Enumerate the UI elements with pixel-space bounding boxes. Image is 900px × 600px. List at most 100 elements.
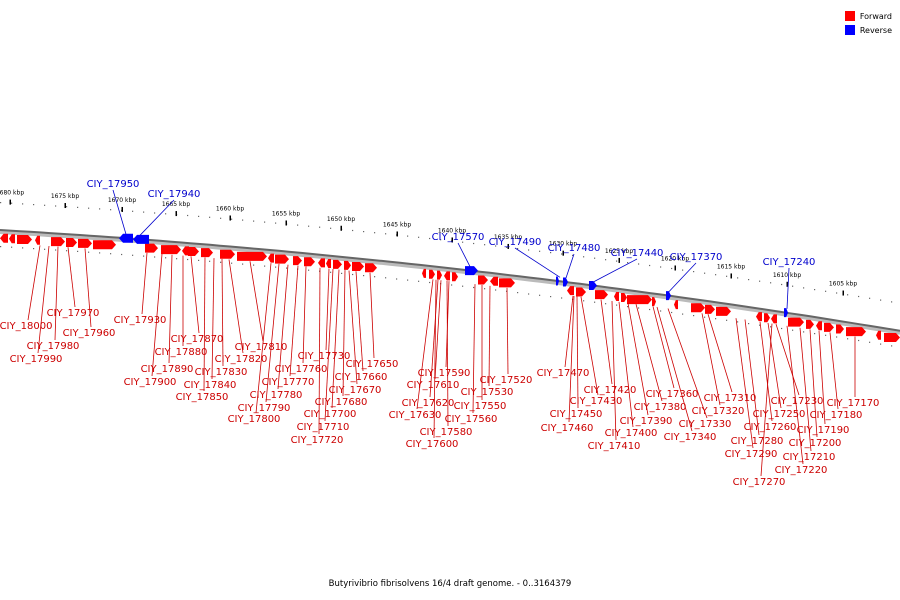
scale-dot (682, 269, 684, 271)
scale-dot (22, 247, 24, 249)
scale-dot (539, 250, 541, 252)
scale-dot (836, 336, 838, 338)
scale-dot (33, 204, 35, 206)
tick-label: 1645 kbp (383, 221, 411, 228)
gene-label-forward: CIY_17320 (692, 406, 745, 417)
scale-dot (693, 271, 695, 273)
scale-dot (858, 295, 860, 298)
genome-caption: Butyrivibrio fibrisolvens 16/4 draft gen… (328, 579, 572, 589)
scale-dot (770, 282, 772, 284)
scale-dot (869, 341, 871, 343)
scale-dot (627, 306, 629, 308)
forward-gene (35, 235, 40, 245)
gene-label-forward: CIY_17250 (753, 409, 806, 420)
forward-gene (333, 259, 342, 269)
leader-line (576, 296, 579, 409)
gene-label-forward: CIY_17390 (620, 416, 673, 427)
scale-dot (275, 266, 277, 268)
legend-item-forward: Forward (844, 9, 892, 23)
scale-dot (726, 275, 728, 277)
leader-line (433, 279, 437, 439)
forward-gene (268, 253, 274, 263)
forward-gene (499, 278, 515, 288)
scale-dot (550, 252, 552, 254)
tick-label: 1610 kbp (773, 272, 801, 279)
leader-line (302, 266, 307, 364)
scale-dot (605, 259, 607, 261)
gene-label-forward: CIY_17980 (27, 341, 80, 352)
scale-dot (550, 296, 552, 298)
scale-dot (803, 287, 805, 289)
scale-dot (308, 225, 310, 227)
scale-tick (786, 281, 788, 287)
forward-gene (220, 249, 235, 259)
forward-gene (621, 293, 627, 303)
tick-label: 1605 kbp (829, 281, 857, 288)
scale-dot (264, 265, 266, 267)
scale-tick (175, 211, 177, 217)
scale-dot (352, 229, 354, 232)
leader-line (67, 247, 76, 308)
leader-line (488, 285, 491, 387)
gene-label-forward: CIY_17230 (771, 396, 824, 407)
gene-label-forward: CIY_17520 (480, 375, 533, 386)
reverse-gene (119, 233, 133, 243)
scale-tick (842, 290, 844, 296)
scale-dot (891, 301, 893, 303)
scale-dot (770, 326, 772, 328)
forward-gene (318, 258, 325, 268)
forward-gene (422, 268, 426, 278)
scale-dot (814, 333, 816, 335)
gene-label-forward: CIY_17930 (114, 315, 167, 326)
scale-dot (143, 255, 145, 257)
gene-label-forward: CIY_17830 (195, 367, 248, 378)
scale-dot (110, 253, 112, 255)
scale-dot (671, 267, 673, 270)
forward-gene (437, 270, 442, 280)
forward-gene (595, 290, 608, 300)
gene-label-forward: CIY_17600 (406, 439, 459, 450)
forward-gene (876, 330, 881, 340)
tick-label: 1670 kbp (108, 197, 136, 204)
leader-line (331, 269, 340, 409)
leader-line (506, 287, 509, 375)
scale-dot (231, 262, 233, 264)
forward-gene (17, 234, 32, 244)
reverse-gene (563, 277, 568, 287)
scale-dot (737, 321, 739, 323)
forward-gene (429, 269, 435, 279)
scale-dot (539, 294, 541, 296)
scale-dot (275, 222, 277, 224)
scale-dot (330, 271, 332, 273)
backbone-shadow (0, 230, 900, 335)
gene-label-reverse: CIY_17490 (489, 237, 542, 248)
leader-line (580, 296, 599, 396)
leader-line (416, 279, 434, 410)
leader-line (249, 261, 264, 342)
gene-label-forward: CIY_17790 (238, 403, 291, 414)
gene-label-forward: CIY_17580 (420, 427, 473, 438)
scale-dot (704, 316, 706, 318)
forward-gene (771, 314, 777, 324)
scale-dot (726, 319, 728, 321)
gene-label-forward: CIY_17400 (605, 428, 658, 439)
scale-dot (836, 292, 838, 294)
scale-dot (462, 241, 464, 243)
tick-label: 1640 kbp (438, 227, 466, 234)
scale-dot (891, 345, 893, 347)
leader-line (139, 199, 175, 236)
scale-dot (198, 259, 200, 261)
scale-dot (649, 308, 651, 311)
gene-label-forward: CIY_17700 (304, 409, 357, 420)
tick-label: 1615 kbp (717, 263, 745, 270)
scale-dot (286, 267, 288, 269)
scale-dot (143, 211, 145, 213)
scale-dot (451, 284, 453, 286)
scale-dot (660, 266, 662, 268)
gene-label-forward: CIY_17710 (297, 422, 350, 433)
gene-label-forward: CIY_17990 (10, 354, 63, 365)
tick-label: 1635 kbp (494, 234, 522, 241)
scale-dot (616, 304, 618, 306)
forward-gene (756, 312, 762, 322)
forward-gene (344, 260, 351, 270)
